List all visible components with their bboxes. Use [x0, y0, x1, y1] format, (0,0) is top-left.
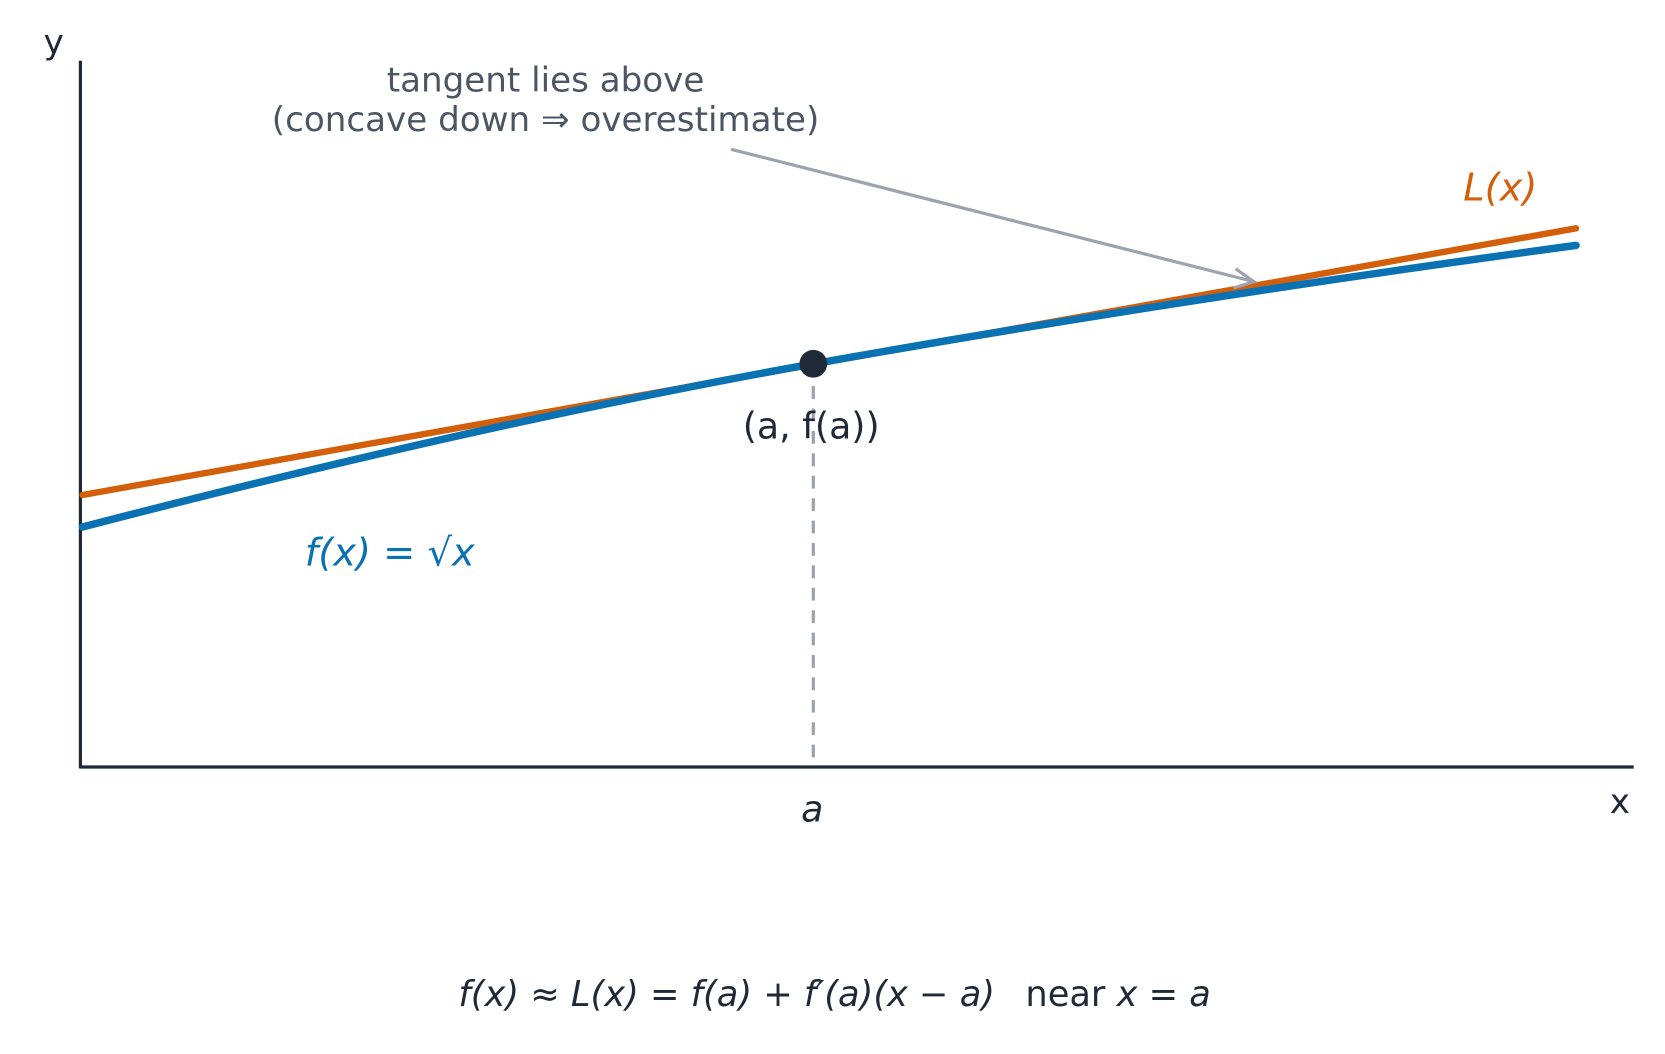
annotation-arrow — [730, 147, 1255, 284]
arrow-head — [1233, 267, 1258, 290]
annotation-line: (concave down ⇒ overestimate) — [272, 100, 819, 140]
formula-word: near — [1025, 974, 1106, 1015]
x-axis-label: x — [1610, 782, 1630, 822]
tangent-point — [799, 349, 828, 378]
formula-condition: x = a — [1116, 974, 1211, 1015]
formula-math: f(x) ≈ L(x) = f(a) + f′(a)(x − a) — [458, 974, 995, 1015]
function-label: f(x) = √x — [305, 530, 476, 575]
a-label: a — [801, 787, 823, 830]
function-curve — [78, 241, 1580, 531]
point-label: (a, f(a)) — [743, 404, 880, 447]
formula: f(x) ≈ L(x) = f(a) + f′(a)(x − a) near x… — [458, 974, 1210, 1015]
y-axis-label: y — [44, 22, 64, 62]
tangent-label: L(x) — [1463, 166, 1537, 211]
annotation-line: tangent lies above — [387, 61, 705, 101]
